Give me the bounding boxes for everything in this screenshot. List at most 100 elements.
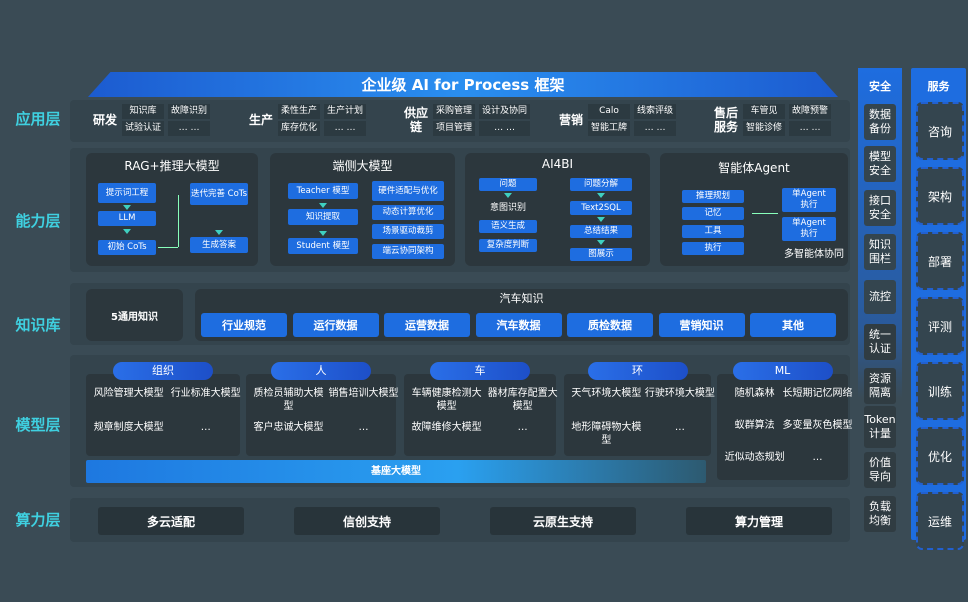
model-group-pill: 环 [587,362,688,380]
service-item[interactable]: 咨询 [916,102,964,160]
model-item: 销售培训大模型 [328,388,399,399]
model-item: 客户忠诚大模型 [253,422,324,433]
compute-item[interactable]: 算力管理 [686,507,832,535]
security-item[interactable]: 接口安全 [864,190,896,226]
edge-title: 端侧大模型 [332,159,393,173]
rag-panel: RAG+推理大模型 提示词工程 LLM 初始 CoTs 迭代完善 CoTs 生成… [86,153,258,266]
knowledge-item[interactable]: 其他 [750,313,836,337]
compute-item[interactable]: 多云适配 [98,507,244,535]
app-item[interactable]: 柔性生产 [278,104,321,119]
model-item: 规章制度大模型 [93,422,164,433]
app-group-name: 生产 [248,113,273,127]
agent-item: 工具 [682,225,744,238]
agent-item: 推理规划 [682,190,744,203]
knowledge-item[interactable]: 运行数据 [292,313,379,337]
layer-label-compute: 算力层 [15,511,61,529]
model-group-panel [86,374,240,456]
model-group-panel [246,374,396,456]
agent-title: 智能体Agent [718,161,790,175]
arrow-down-icon [123,229,131,234]
app-item[interactable]: 库存优化 [278,121,321,136]
agent-exec-item: 单Agent 执行 [782,188,836,212]
app-item[interactable]: … … [168,121,211,136]
app-group: 营销 Calo 智能工牌 线索评级 … … [558,104,677,136]
arrow-down-icon [597,217,605,222]
app-column: 柔性生产 库存优化 [278,104,321,136]
model-item: 多变量灰色模型 [782,420,853,431]
edge-item: 知识提取 [288,209,358,225]
knowledge-item[interactable]: 质检数据 [567,313,653,337]
knowledge-item[interactable]: 运营数据 [384,313,470,337]
security-item[interactable]: 负载均衡 [864,496,896,532]
arrow-down-icon [597,193,605,198]
knowledge-item[interactable]: 行业规范 [201,313,287,337]
model-item: … [517,422,528,433]
model-item: 行业标准大模型 [170,388,241,399]
security-item[interactable]: 统一认证 [864,324,896,360]
model-item: … [358,422,369,433]
app-item[interactable]: 车管见 [743,104,786,119]
ai4bi-item: 问题 [479,178,537,191]
compute-item[interactable]: 信创支持 [294,507,440,535]
arrow-down-icon [597,240,605,245]
app-item[interactable]: 线索评级 [634,104,677,119]
ai4bi-item: Text2SQL [570,201,632,215]
base-model-bar: 基座大模型 [86,460,706,483]
app-item[interactable]: … … [324,121,367,136]
app-column: 生产计划 … … [324,104,367,136]
model-item: 质检员辅助大模型 [253,388,324,412]
app-item[interactable]: … … [789,121,832,136]
app-column: 知识库 试验认证 [122,104,165,136]
security-item[interactable]: 价值导向 [864,452,896,488]
app-item[interactable]: 智能工牌 [588,121,631,136]
security-item[interactable]: 资源隔离 [864,368,896,404]
model-group-panel [564,374,711,456]
compute-item[interactable]: 云原生支持 [490,507,636,535]
app-item[interactable]: … … [479,121,531,136]
app-item[interactable]: 知识库 [122,104,165,119]
service-item[interactable]: 训练 [916,362,964,420]
app-item[interactable]: 试验认证 [122,121,165,136]
service-item[interactable]: 评测 [916,297,964,355]
service-item[interactable]: 优化 [916,427,964,485]
app-item[interactable]: 设计及协同 [479,104,531,119]
app-item[interactable]: … … [634,121,677,136]
knowledge-item[interactable]: 汽车数据 [475,313,562,337]
connector-line [178,195,179,247]
agent-exec-item: 单Agent 执行 [782,217,836,241]
app-item[interactable]: 故障识别 [168,104,211,119]
rag-item: 提示词工程 [98,183,156,203]
service-item[interactable]: 架构 [916,167,964,225]
app-item[interactable]: 故障预警 [789,104,832,119]
security-item[interactable]: 流控 [864,280,896,314]
layer-label-model: 模型层 [15,416,61,434]
app-column: 故障识别 … … [168,104,211,136]
model-group-pill: 组织 [113,362,213,380]
arrow-down-icon [215,230,223,235]
app-item[interactable]: Calo [588,104,631,119]
model-group-pill: ML [732,362,833,380]
security-item[interactable]: 知识围栏 [864,234,896,270]
app-item[interactable]: 智能诊修 [743,121,786,136]
ai4bi-item: 图展示 [570,248,632,261]
layer-label-capability: 能力层 [15,212,61,230]
general-knowledge: 5通用知识 [86,289,183,341]
security-item[interactable]: 数据备份 [864,104,896,140]
app-item[interactable]: 项目管理 [433,121,476,136]
app-column: 故障预警 … … [789,104,832,136]
ai4bi-item: 语义生成 [479,220,537,233]
knowledge-item[interactable]: 营销知识 [658,313,745,337]
security-item[interactable]: Token计量 [864,406,896,448]
general-knowledge-label: 5通用知识 [111,311,158,323]
framework-title: 企业级 AI for Process 框架 [361,76,565,94]
app-item[interactable]: 生产计划 [324,104,367,119]
security-item[interactable]: 模型安全 [864,146,896,182]
app-item[interactable]: 采购管理 [433,104,476,119]
service-item[interactable]: 运维 [916,492,964,550]
model-group-panel [717,374,848,480]
service-item[interactable]: 部署 [916,232,964,290]
rag-item: LLM [98,211,156,226]
rag-title: RAG+推理大模型 [124,159,220,173]
agent-item: 记忆 [682,207,744,220]
app-group-name: 营销 [558,113,583,127]
